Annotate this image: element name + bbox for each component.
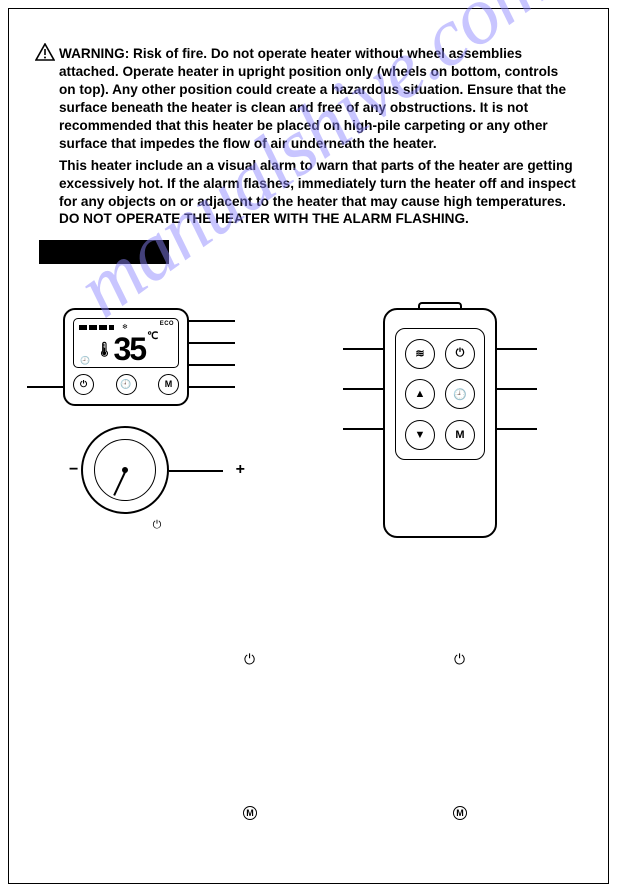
lcd-mode-button[interactable]: M <box>158 374 179 395</box>
control-panel-diagram: ❄ ECO 🌡35℃ 🕘 ⏻ 🕘 M <box>63 308 233 514</box>
lcd-button-row: ⏻ 🕘 M <box>73 371 179 397</box>
lcd-digits-value: 35 <box>113 331 145 367</box>
warning-block: WARNING: Risk of fire. Do not operate he… <box>39 45 578 228</box>
lcd-power-button[interactable]: ⏻ <box>73 374 94 395</box>
page-frame: WARNING: Risk of fire. Do not operate he… <box>8 8 609 884</box>
thermostat-dial-wrap: − + ⏻ <box>81 426 233 514</box>
remote-control-diagram: ≋ ⏻ ▲ 🕘 ▼ M <box>383 308 497 538</box>
dial-minus-label: − <box>69 461 78 479</box>
section-heading-band <box>39 240 169 264</box>
lcd-timer-button[interactable]: 🕘 <box>116 374 137 395</box>
remote-body: ≋ ⏻ ▲ 🕘 ▼ M <box>383 308 497 538</box>
diagrams-row: ❄ ECO 🌡35℃ 🕘 ⏻ 🕘 M <box>39 308 578 538</box>
floating-mode-icon-1: M <box>243 806 257 820</box>
floating-power-icon-2: ⏻ <box>454 651 465 668</box>
thermostat-dial[interactable] <box>81 426 169 514</box>
remote-timer-button[interactable]: 🕘 <box>445 379 475 409</box>
lcd-panel-wrap: ❄ ECO 🌡35℃ 🕘 ⏻ 🕘 M <box>63 308 233 406</box>
lcd-screen: ❄ ECO 🌡35℃ 🕘 <box>73 318 179 368</box>
warning-paragraph-2: This heater include an a visual alarm to… <box>59 157 578 229</box>
remote-button-panel: ≋ ⏻ ▲ 🕘 ▼ M <box>395 328 485 460</box>
lcd-panel: ❄ ECO 🌡35℃ 🕘 ⏻ 🕘 M <box>63 308 189 406</box>
remote-power-button[interactable]: ⏻ <box>445 339 475 369</box>
warning-triangle-icon <box>35 43 55 61</box>
floating-mode-icon-2: M <box>453 806 467 820</box>
dial-power-icon: ⏻ <box>153 519 162 532</box>
lcd-eco-label: ECO <box>160 321 174 327</box>
remote-up-button[interactable]: ▲ <box>405 379 435 409</box>
remote-button-grid: ≋ ⏻ ▲ 🕘 ▼ M <box>404 337 476 451</box>
warning-label: WARNING: <box>59 46 129 61</box>
remote-mode-button[interactable]: M <box>445 420 475 450</box>
thermometer-icon: 🌡 <box>96 341 112 358</box>
warning-text-1: Risk of fire. Do not operate heater with… <box>59 46 566 151</box>
floating-power-icon-1: ⏻ <box>244 651 255 668</box>
dial-plus-label: + <box>236 461 245 479</box>
lcd-unit: ℃ <box>147 331 156 342</box>
remote-wave-button[interactable]: ≋ <box>405 339 435 369</box>
remote-down-button[interactable]: ▼ <box>405 420 435 450</box>
lcd-clock-icon: 🕘 <box>80 356 90 365</box>
warning-paragraph-1: WARNING: Risk of fire. Do not operate he… <box>59 45 578 153</box>
